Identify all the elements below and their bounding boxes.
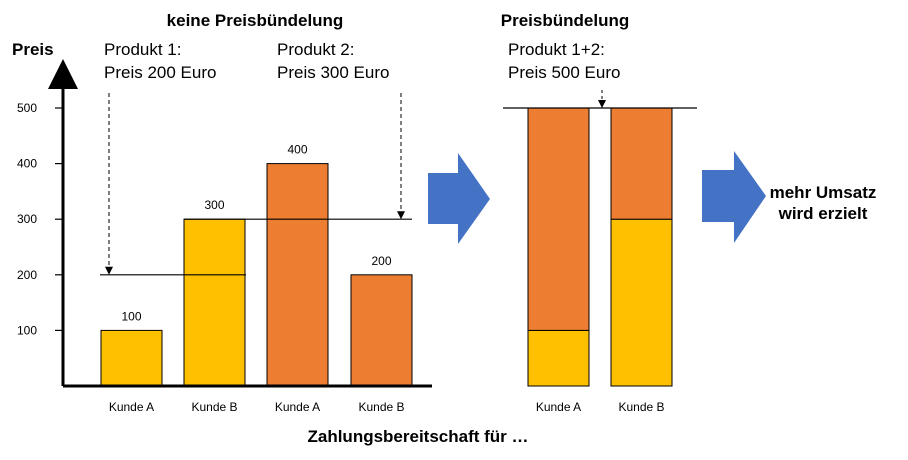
stacked-segment [527, 329, 590, 387]
chart-bundling: Kunde A Kunde B [503, 90, 697, 414]
y-tick-label: 400 [17, 157, 37, 171]
heading-bundling: Preisbündelung [501, 11, 629, 30]
y-tick-label: 200 [17, 268, 37, 282]
product1-pointer-icon [105, 266, 113, 275]
x-axis-title: Zahlungsbereitschaft für … [307, 427, 528, 446]
bundle-pointer-icon [598, 100, 606, 108]
bar-4 [350, 274, 413, 387]
bar-3 [266, 163, 329, 387]
product1-price: Preis 200 Euro [104, 63, 216, 82]
result-line-2: wird erzielt [778, 204, 868, 223]
stacked-segment [610, 218, 673, 387]
bundle-price: Preis 500 Euro [508, 63, 620, 82]
x-category-label: Kunde A [275, 400, 320, 414]
bar-1 [100, 329, 163, 387]
product1-name: Produkt 1: [104, 40, 182, 59]
transition-arrow-icon [428, 153, 490, 244]
x-category-label: Kunde A [536, 400, 581, 414]
x-category-label: Kunde B [358, 400, 404, 414]
y-tick-label: 100 [17, 323, 37, 337]
product2-price: Preis 300 Euro [277, 63, 389, 82]
heading-no-bundling: keine Preisbündelung [167, 11, 344, 30]
product2-name: Produkt 2: [277, 40, 355, 59]
y-tick-label: 300 [17, 212, 37, 226]
bar-value-label: 400 [287, 143, 307, 157]
product2-pointer-icon [397, 211, 405, 220]
result-line-1: mehr Umsatz [770, 183, 877, 202]
bar-value-label: 200 [371, 254, 391, 268]
result-arrow-icon [702, 151, 766, 243]
x-category-label: Kunde B [618, 400, 664, 414]
bar-value-label: 100 [121, 309, 141, 323]
x-category-label: Kunde A [109, 400, 154, 414]
x-category-label: Kunde B [191, 400, 237, 414]
bar-2 [183, 218, 246, 387]
y-tick-label: 500 [17, 101, 37, 115]
bundle-name: Produkt 1+2: [508, 40, 605, 59]
chart-no-bundling: 100 Kunde A 300 Kunde B 400 Kunde A 200 Kunde B [100, 93, 413, 414]
stacked-segment [527, 107, 590, 331]
stacked-segment [610, 107, 673, 220]
bar-value-label: 300 [204, 198, 224, 212]
y-axis-title: Preis [12, 40, 54, 59]
